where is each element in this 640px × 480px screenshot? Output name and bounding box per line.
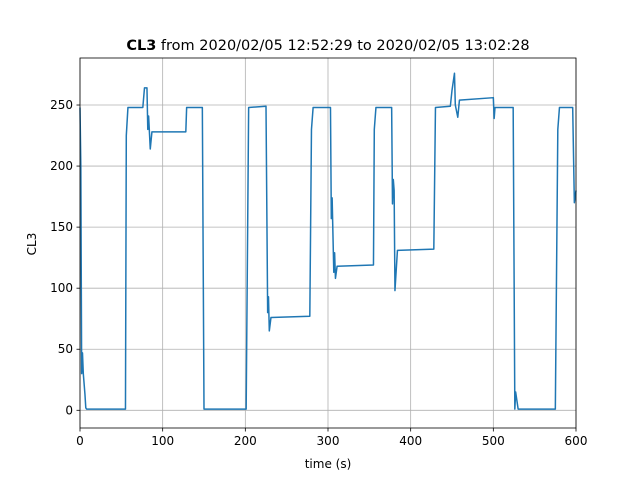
x-tick-label: 200: [234, 434, 257, 448]
x-tick-label: 0: [76, 434, 84, 448]
y-tick-label: 0: [65, 403, 73, 417]
data-line: [79, 72, 577, 410]
title-text: from 2020/02/05 12:52:29 to 2020/02/05 1…: [161, 38, 530, 54]
chart-title: CL3 from 2020/02/05 12:52:29 to 2020/02/…: [126, 38, 529, 54]
x-tick-label: 400: [399, 434, 422, 448]
x-tick-label: 500: [482, 434, 505, 448]
y-tick-label: 50: [58, 342, 73, 356]
y-tick-label: 150: [50, 220, 73, 234]
x-axis-label: time (s): [305, 457, 352, 471]
title-bold: CL3: [126, 38, 156, 54]
x-tick-label: 300: [317, 434, 340, 448]
y-tick-label: 200: [50, 159, 73, 173]
x-tick-label: 100: [151, 434, 174, 448]
x-tick-label: 600: [565, 434, 588, 448]
y-axis-label: CL3: [25, 233, 39, 256]
y-tick-label: 250: [50, 98, 73, 112]
plot-frame: [79, 57, 577, 429]
y-tick-label: 100: [50, 281, 73, 295]
